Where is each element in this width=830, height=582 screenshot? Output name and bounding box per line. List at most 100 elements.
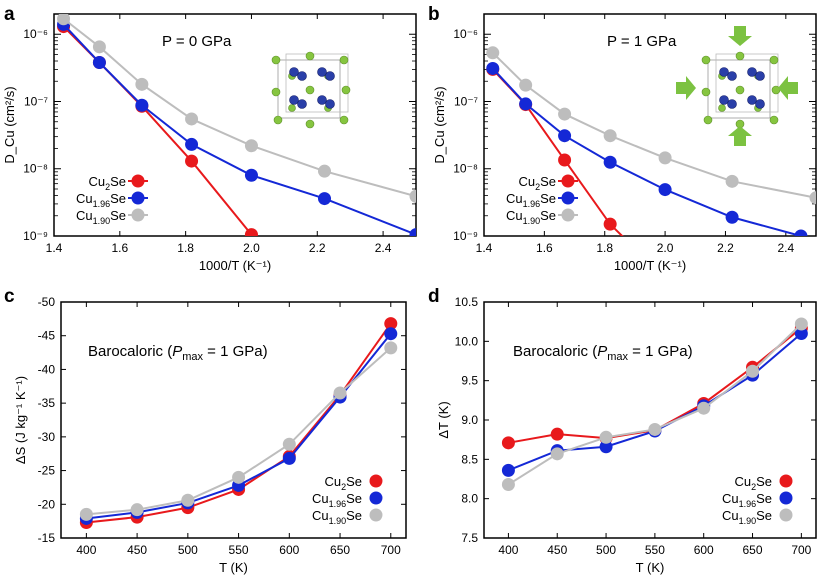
- series-group: [57, 14, 416, 236]
- plot-frame: [483, 13, 817, 237]
- x-tick-label: 1.6: [536, 241, 553, 255]
- x-tick-label: 650: [330, 543, 350, 557]
- data-point-Cu1.90Se: [130, 503, 144, 517]
- data-point-Cu1.90Se: [550, 447, 564, 461]
- data-point-Cu1.90Se: [809, 191, 816, 205]
- legend-label-Cu1.96Se: Cu1.96Se: [312, 491, 362, 509]
- legend-label-Cu2Se: Cu2Se: [324, 474, 362, 492]
- data-point-Cu1.90Se: [185, 112, 199, 126]
- data-point-Cu1.96Se: [603, 155, 617, 169]
- data-point-Cu1.96Se: [135, 98, 149, 112]
- panel-label-d: d: [428, 286, 440, 307]
- x-tick-label: 400: [76, 543, 96, 557]
- panel-b: b P = 1 GPa 1.4 1.6 1.8 2.0 2.2 2.4 10⁻⁹ 10⁻⁸ 10…: [428, 4, 817, 273]
- x-tick-label: 2.4: [375, 241, 392, 255]
- data-point-Cu2Se: [558, 153, 572, 167]
- data-point-Cu2Se: [185, 154, 199, 168]
- data-point-Cu1.90Se: [603, 129, 617, 143]
- series-line-Cu1.96Se: [492, 67, 802, 236]
- x-tick-label: 2.0: [657, 241, 674, 255]
- data-point-Cu2Se: [603, 217, 617, 231]
- y-tick-label: -20: [38, 497, 56, 511]
- legend-label-Cu1.90Se: Cu1.90Se: [722, 508, 772, 526]
- y-tick-label: 10.0: [455, 334, 479, 348]
- legend-marker-Cu1.90Se: [779, 508, 793, 522]
- data-point-Cu1.96Se: [409, 228, 416, 236]
- data-point-Cu1.90Se: [746, 364, 760, 378]
- data-point-Cu1.96Se: [282, 451, 296, 465]
- y-tick-label: 10⁻⁶: [23, 27, 48, 41]
- data-point-Cu2Se: [384, 317, 398, 331]
- y-tick-label: -30: [38, 430, 56, 444]
- data-point-Cu1.90Se: [92, 40, 106, 54]
- legend-label-Cu1.90Se: Cu1.90Se: [312, 508, 362, 526]
- y-tick-label: -15: [38, 531, 56, 545]
- x-tick-label: 700: [381, 543, 401, 557]
- pressure-arrows-icon: [676, 26, 798, 146]
- x-axis-label: T (K): [219, 560, 248, 575]
- x-tick-label: 600: [694, 543, 714, 557]
- legend-label-Cu2Se: Cu2Se: [518, 174, 556, 192]
- data-point-Cu1.96Se: [725, 210, 739, 224]
- data-point-Cu1.96Se: [599, 440, 613, 454]
- data-point-Cu1.90Se: [57, 14, 71, 26]
- legend-label-Cu1.90Se: Cu1.90Se: [506, 208, 556, 226]
- compressed-crystal-illustration-b: [701, 51, 781, 129]
- y-tick-label: 7.5: [461, 531, 478, 545]
- x-tick-label: 450: [547, 543, 567, 557]
- y-tick-label: 10⁻⁶: [453, 27, 478, 41]
- panel-d: d Barocaloric (Pmax = 1 GPa) 400 450 500 55…: [428, 286, 817, 575]
- data-point-Cu1.90Se: [486, 46, 500, 60]
- legend-label-Cu1.96Se: Cu1.96Se: [506, 191, 556, 209]
- panel-c: c Barocaloric (Pmax = 1 GPa) 400 450 500 55…: [4, 286, 407, 575]
- data-point-Cu1.90Se: [181, 493, 195, 507]
- plot-frame: [53, 13, 417, 237]
- data-point-Cu2Se: [501, 436, 515, 450]
- pressure-annotation-a: P = 0 GPa: [162, 33, 232, 50]
- legend-marker-Cu1.96Se: [779, 491, 793, 505]
- legend-label-Cu1.96Se: Cu1.96Se: [76, 191, 126, 209]
- legend-marker-Cu2Se: [369, 474, 383, 488]
- data-point-Cu1.90Se: [648, 422, 662, 436]
- x-tick-label: 450: [127, 543, 147, 557]
- data-point-Cu1.96Se: [185, 137, 199, 151]
- data-point-Cu1.90Se: [333, 386, 347, 400]
- legend-marker-Cu1.96Se: [369, 491, 383, 505]
- x-tick-label: 2.0: [243, 241, 260, 255]
- data-point-Cu1.90Se: [501, 478, 515, 492]
- y-tick-label: 10⁻⁷: [24, 94, 48, 108]
- x-axis-label: T (K): [636, 560, 665, 575]
- legend-marker-Cu1.90Se: [131, 208, 145, 222]
- data-point-Cu2Se: [628, 242, 641, 255]
- y-tick-label: 10⁻⁸: [453, 162, 478, 176]
- data-point-Cu1.96Se: [92, 56, 106, 70]
- y-tick-label: 10⁻⁷: [454, 94, 478, 108]
- legend-marker-Cu2Se: [561, 174, 575, 188]
- series-group: [501, 317, 808, 492]
- y-tick-label: 9.5: [461, 374, 478, 388]
- data-point-Cu1.96Se: [244, 168, 258, 182]
- y-tick-label: -35: [38, 396, 56, 410]
- data-point-Cu1.90Se: [794, 317, 808, 331]
- data-point-Cu1.90Se: [282, 437, 296, 451]
- plot-frame: [60, 301, 407, 539]
- panel-label-c: c: [4, 286, 15, 307]
- x-tick-label: 1.8: [596, 241, 613, 255]
- data-point-Cu1.90Se: [135, 77, 149, 91]
- data-point-Cu1.96Se: [384, 327, 398, 341]
- pressure-annotation-b: P = 1 GPa: [607, 33, 677, 50]
- data-point-Cu1.96Se: [558, 129, 572, 143]
- panel-label-a: a: [4, 4, 15, 25]
- x-tick-label: 400: [498, 543, 518, 557]
- data-point-Cu1.90Se: [409, 189, 416, 203]
- x-tick-label: 500: [596, 543, 616, 557]
- y-axis-label: ΔT (K): [436, 401, 451, 438]
- legend-marker-Cu2Se: [131, 174, 145, 188]
- x-axis-label: 1000/T (K⁻¹): [199, 258, 271, 273]
- legend-label-Cu1.90Se: Cu1.90Se: [76, 208, 126, 226]
- data-point-Cu1.90Se: [318, 164, 332, 178]
- x-tick-label: 2.2: [309, 241, 326, 255]
- data-point-Cu1.96Se: [486, 61, 500, 75]
